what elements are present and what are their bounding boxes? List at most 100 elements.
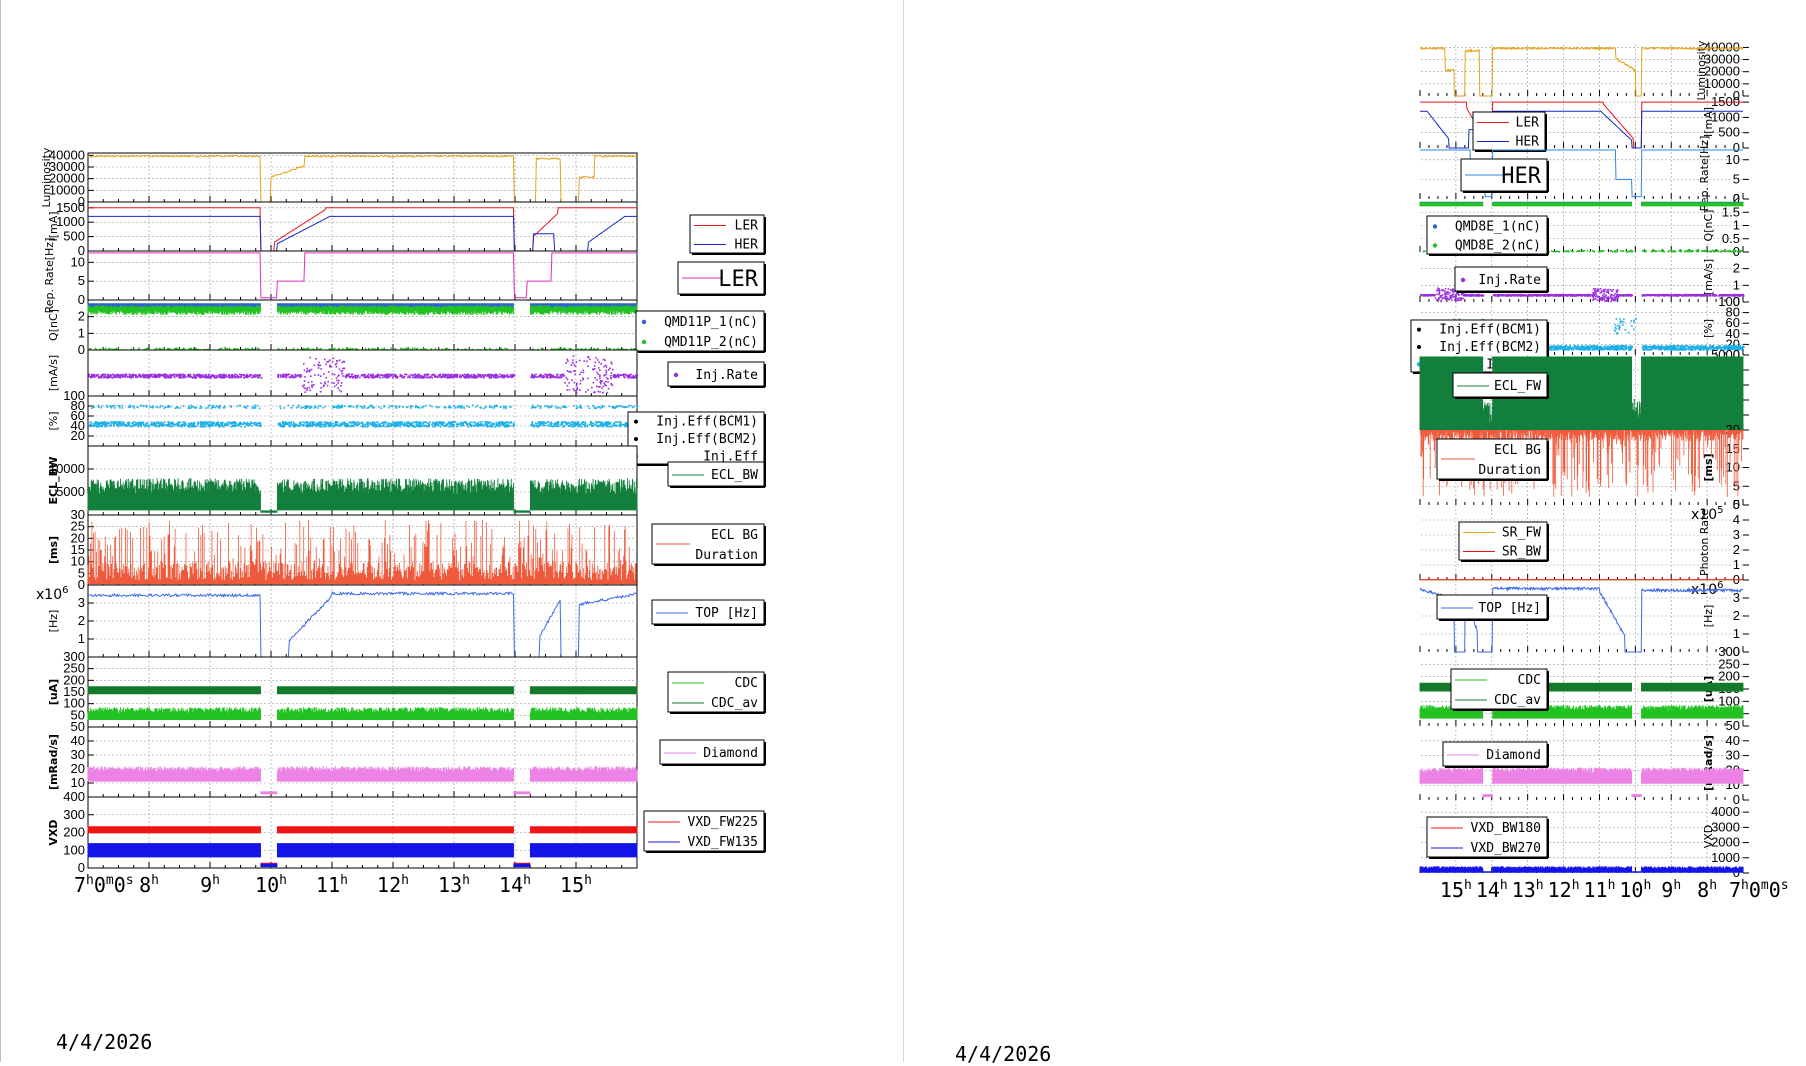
- data-point: [183, 423, 185, 425]
- data-point: [611, 407, 613, 409]
- data-point: [365, 424, 367, 426]
- data-point: [309, 408, 311, 410]
- data-point: [356, 407, 358, 409]
- data-point: [1729, 250, 1731, 252]
- data-point: [325, 422, 327, 424]
- data-point: [306, 390, 308, 392]
- data-point: [540, 405, 542, 407]
- data-point: [129, 405, 131, 407]
- data-point: [157, 407, 159, 409]
- data-point: [98, 376, 100, 378]
- data-point: [603, 375, 605, 377]
- data-point: [219, 405, 221, 407]
- legend-label: Duration: [695, 548, 758, 563]
- data-point: [356, 424, 358, 426]
- data-point: [432, 426, 434, 428]
- data-point: [189, 375, 191, 377]
- data-point: [205, 407, 207, 409]
- data-point: [605, 374, 607, 376]
- y-tick-label: 5000: [56, 484, 85, 499]
- data-point: [353, 406, 355, 408]
- data-point: [574, 374, 576, 376]
- data-point: [583, 370, 585, 372]
- data-point: [455, 407, 457, 409]
- data-point: [280, 375, 282, 377]
- data-point: [220, 376, 222, 378]
- data-point: [91, 374, 93, 376]
- data-point: [206, 377, 208, 379]
- data-point: [414, 422, 416, 424]
- data-point: [224, 407, 226, 409]
- data-point: [320, 375, 322, 377]
- data-point: [176, 374, 178, 376]
- data-point: [601, 407, 603, 409]
- data-point: [376, 375, 378, 377]
- data-point: [243, 406, 245, 408]
- data-point: [88, 426, 90, 428]
- data-point: [98, 406, 100, 408]
- data-point: [449, 407, 451, 409]
- data-point: [279, 424, 281, 426]
- data-point: [338, 407, 340, 409]
- data-point: [143, 405, 145, 407]
- data-point: [127, 425, 129, 427]
- data-point: [604, 422, 606, 424]
- data-point: [108, 348, 110, 350]
- data-point: [381, 375, 383, 377]
- legend-label: HER: [735, 238, 759, 253]
- data-point: [107, 425, 109, 427]
- data-point: [448, 426, 450, 428]
- data-point: [284, 424, 286, 426]
- data-point: [415, 406, 417, 408]
- data-point: [283, 374, 285, 376]
- data-point: [426, 422, 428, 424]
- legend-label: Inj.Eff(BCM1): [656, 415, 758, 430]
- data-point: [392, 377, 394, 379]
- data-point: [142, 374, 144, 376]
- data-point: [488, 374, 490, 376]
- data-point: [571, 379, 573, 381]
- data-point: [444, 374, 446, 376]
- data-point: [461, 424, 463, 426]
- data-point: [96, 422, 98, 424]
- data-point: [373, 377, 375, 379]
- data-point: [224, 405, 226, 407]
- data-point: [211, 375, 213, 377]
- data-point: [1583, 250, 1585, 252]
- data-point: [559, 424, 561, 426]
- data-point: [575, 348, 577, 350]
- data-point: [587, 406, 589, 408]
- y-axis-label: Rep. Rate[Hz]: [43, 238, 56, 314]
- data-point: [425, 377, 427, 379]
- data-point: [1579, 250, 1581, 252]
- data-point: [532, 406, 534, 408]
- data-point: [208, 374, 210, 376]
- data-point: [567, 385, 569, 387]
- data-point: [203, 426, 205, 428]
- time-tick-label: 15h: [560, 873, 592, 897]
- data-point: [246, 424, 248, 426]
- data-point: [594, 368, 596, 370]
- data-point: [325, 377, 327, 379]
- data-point: [492, 426, 494, 428]
- data-point: [304, 406, 306, 408]
- time-tick-label: 12h: [377, 873, 409, 897]
- data-point: [287, 374, 289, 376]
- data-point: [581, 372, 583, 374]
- data-point: [587, 357, 589, 359]
- y-tick-label: 10: [71, 254, 85, 269]
- data-point: [572, 421, 574, 423]
- data-point: [605, 365, 607, 367]
- data-point: [429, 421, 431, 423]
- data-point: [278, 376, 280, 378]
- data-point: [466, 405, 468, 407]
- data-point: [613, 375, 615, 377]
- data-point: [412, 406, 414, 408]
- data-point: [449, 426, 451, 428]
- data-point: [414, 348, 416, 350]
- y-tick-label: 1000: [56, 214, 85, 229]
- time-hour: 10: [255, 873, 279, 897]
- data-point: [387, 377, 389, 379]
